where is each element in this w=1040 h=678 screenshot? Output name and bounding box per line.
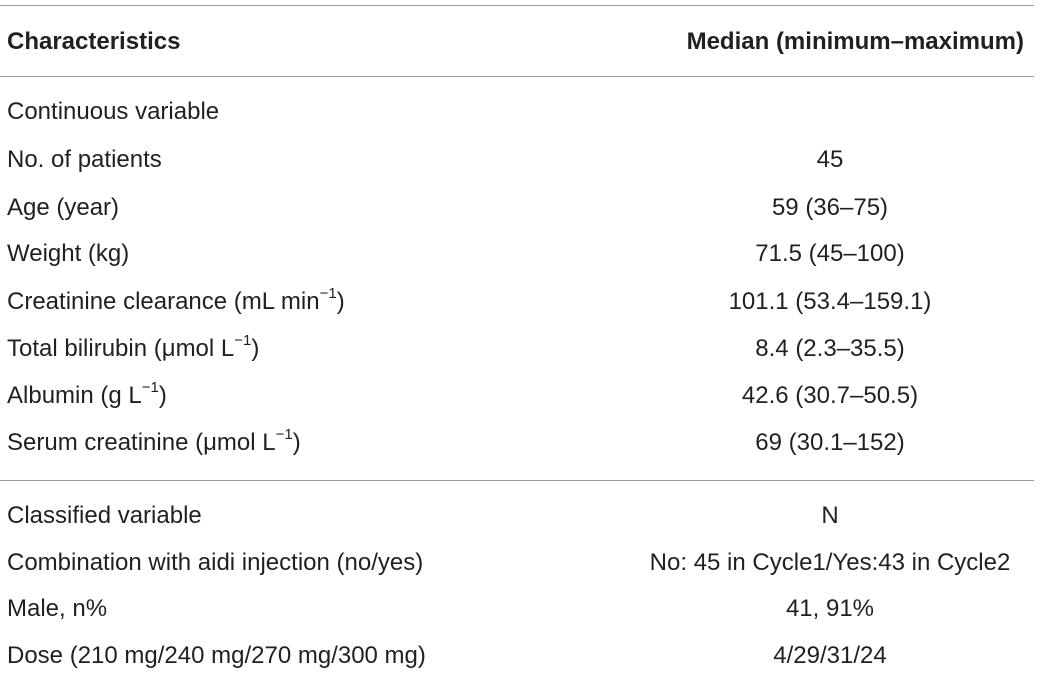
row-value: 41, 91% — [785, 595, 875, 622]
row-value: No: 45 in Cycle1/Yes:43 in Cycle2 — [649, 549, 1011, 576]
row-label: Albumin (g L−1) — [7, 379, 167, 409]
superscript: −1 — [275, 426, 293, 443]
superscript: −1 — [141, 379, 159, 396]
table-row: Weight (kg) 71.5 (45–100) — [0, 232, 1034, 276]
superscript: −1 — [319, 285, 337, 302]
row-label: Dose (210 mg/240 mg/270 mg/300 mg) — [7, 642, 426, 669]
header-characteristics: Characteristics — [7, 28, 181, 55]
row-label: Male, n% — [7, 595, 108, 622]
row-label: Age (year) — [7, 194, 120, 221]
table-row: Age (year) 59 (36–75) — [0, 186, 1034, 230]
header-rule — [0, 76, 1034, 77]
row-value: 4/29/31/24 — [773, 642, 887, 669]
row-label: Combination with aidi injection (no/yes) — [7, 549, 424, 576]
row-value: 59 (36–75) — [771, 194, 889, 221]
table-row: Total bilirubin (μmol L−1) 8.4 (2.3–35.5… — [0, 327, 1034, 371]
row-label: Weight (kg) — [7, 240, 130, 267]
row-value: 101.1 (53.4–159.1) — [728, 288, 932, 315]
table-row: Male, n% 41, 91% — [0, 587, 1034, 631]
row-label: Creatinine clearance (mL min−1) — [7, 285, 345, 315]
section-value: N — [821, 502, 839, 529]
table-header-row: Characteristics Median (minimum–maximum) — [0, 20, 1034, 64]
table-row: No. of patients 45 — [0, 138, 1034, 182]
section-label-continuous: Continuous variable — [0, 90, 1034, 134]
superscript: −1 — [234, 332, 252, 349]
section-title: Continuous variable — [7, 98, 220, 125]
section-title: Classified variable — [7, 502, 202, 529]
table-row: Albumin (g L−1) 42.6 (30.7–50.5) — [0, 374, 1034, 418]
row-label: Total bilirubin (μmol L−1) — [7, 332, 260, 362]
row-label: No. of patients — [7, 146, 162, 173]
row-value: 71.5 (45–100) — [755, 240, 905, 267]
row-label: Serum creatinine (μmol L−1) — [7, 426, 301, 456]
table-row: Creatinine clearance (mL min−1) 101.1 (5… — [0, 280, 1034, 324]
row-value: 45 — [816, 146, 844, 173]
top-rule — [0, 5, 1034, 6]
table-row: Combination with aidi injection (no/yes)… — [0, 541, 1034, 585]
row-value: 8.4 (2.3–35.5) — [755, 335, 905, 362]
table-row: Dose (210 mg/240 mg/270 mg/300 mg) 4/29/… — [0, 634, 1034, 678]
header-median: Median (minimum–maximum) — [686, 28, 1024, 55]
row-value: 42.6 (30.7–50.5) — [741, 382, 919, 409]
row-value: 69 (30.1–152) — [755, 429, 905, 456]
table-row: Serum creatinine (μmol L−1) 69 (30.1–152… — [0, 421, 1034, 465]
section-label-classified: Classified variable N — [0, 494, 1034, 538]
section-rule — [0, 480, 1034, 481]
